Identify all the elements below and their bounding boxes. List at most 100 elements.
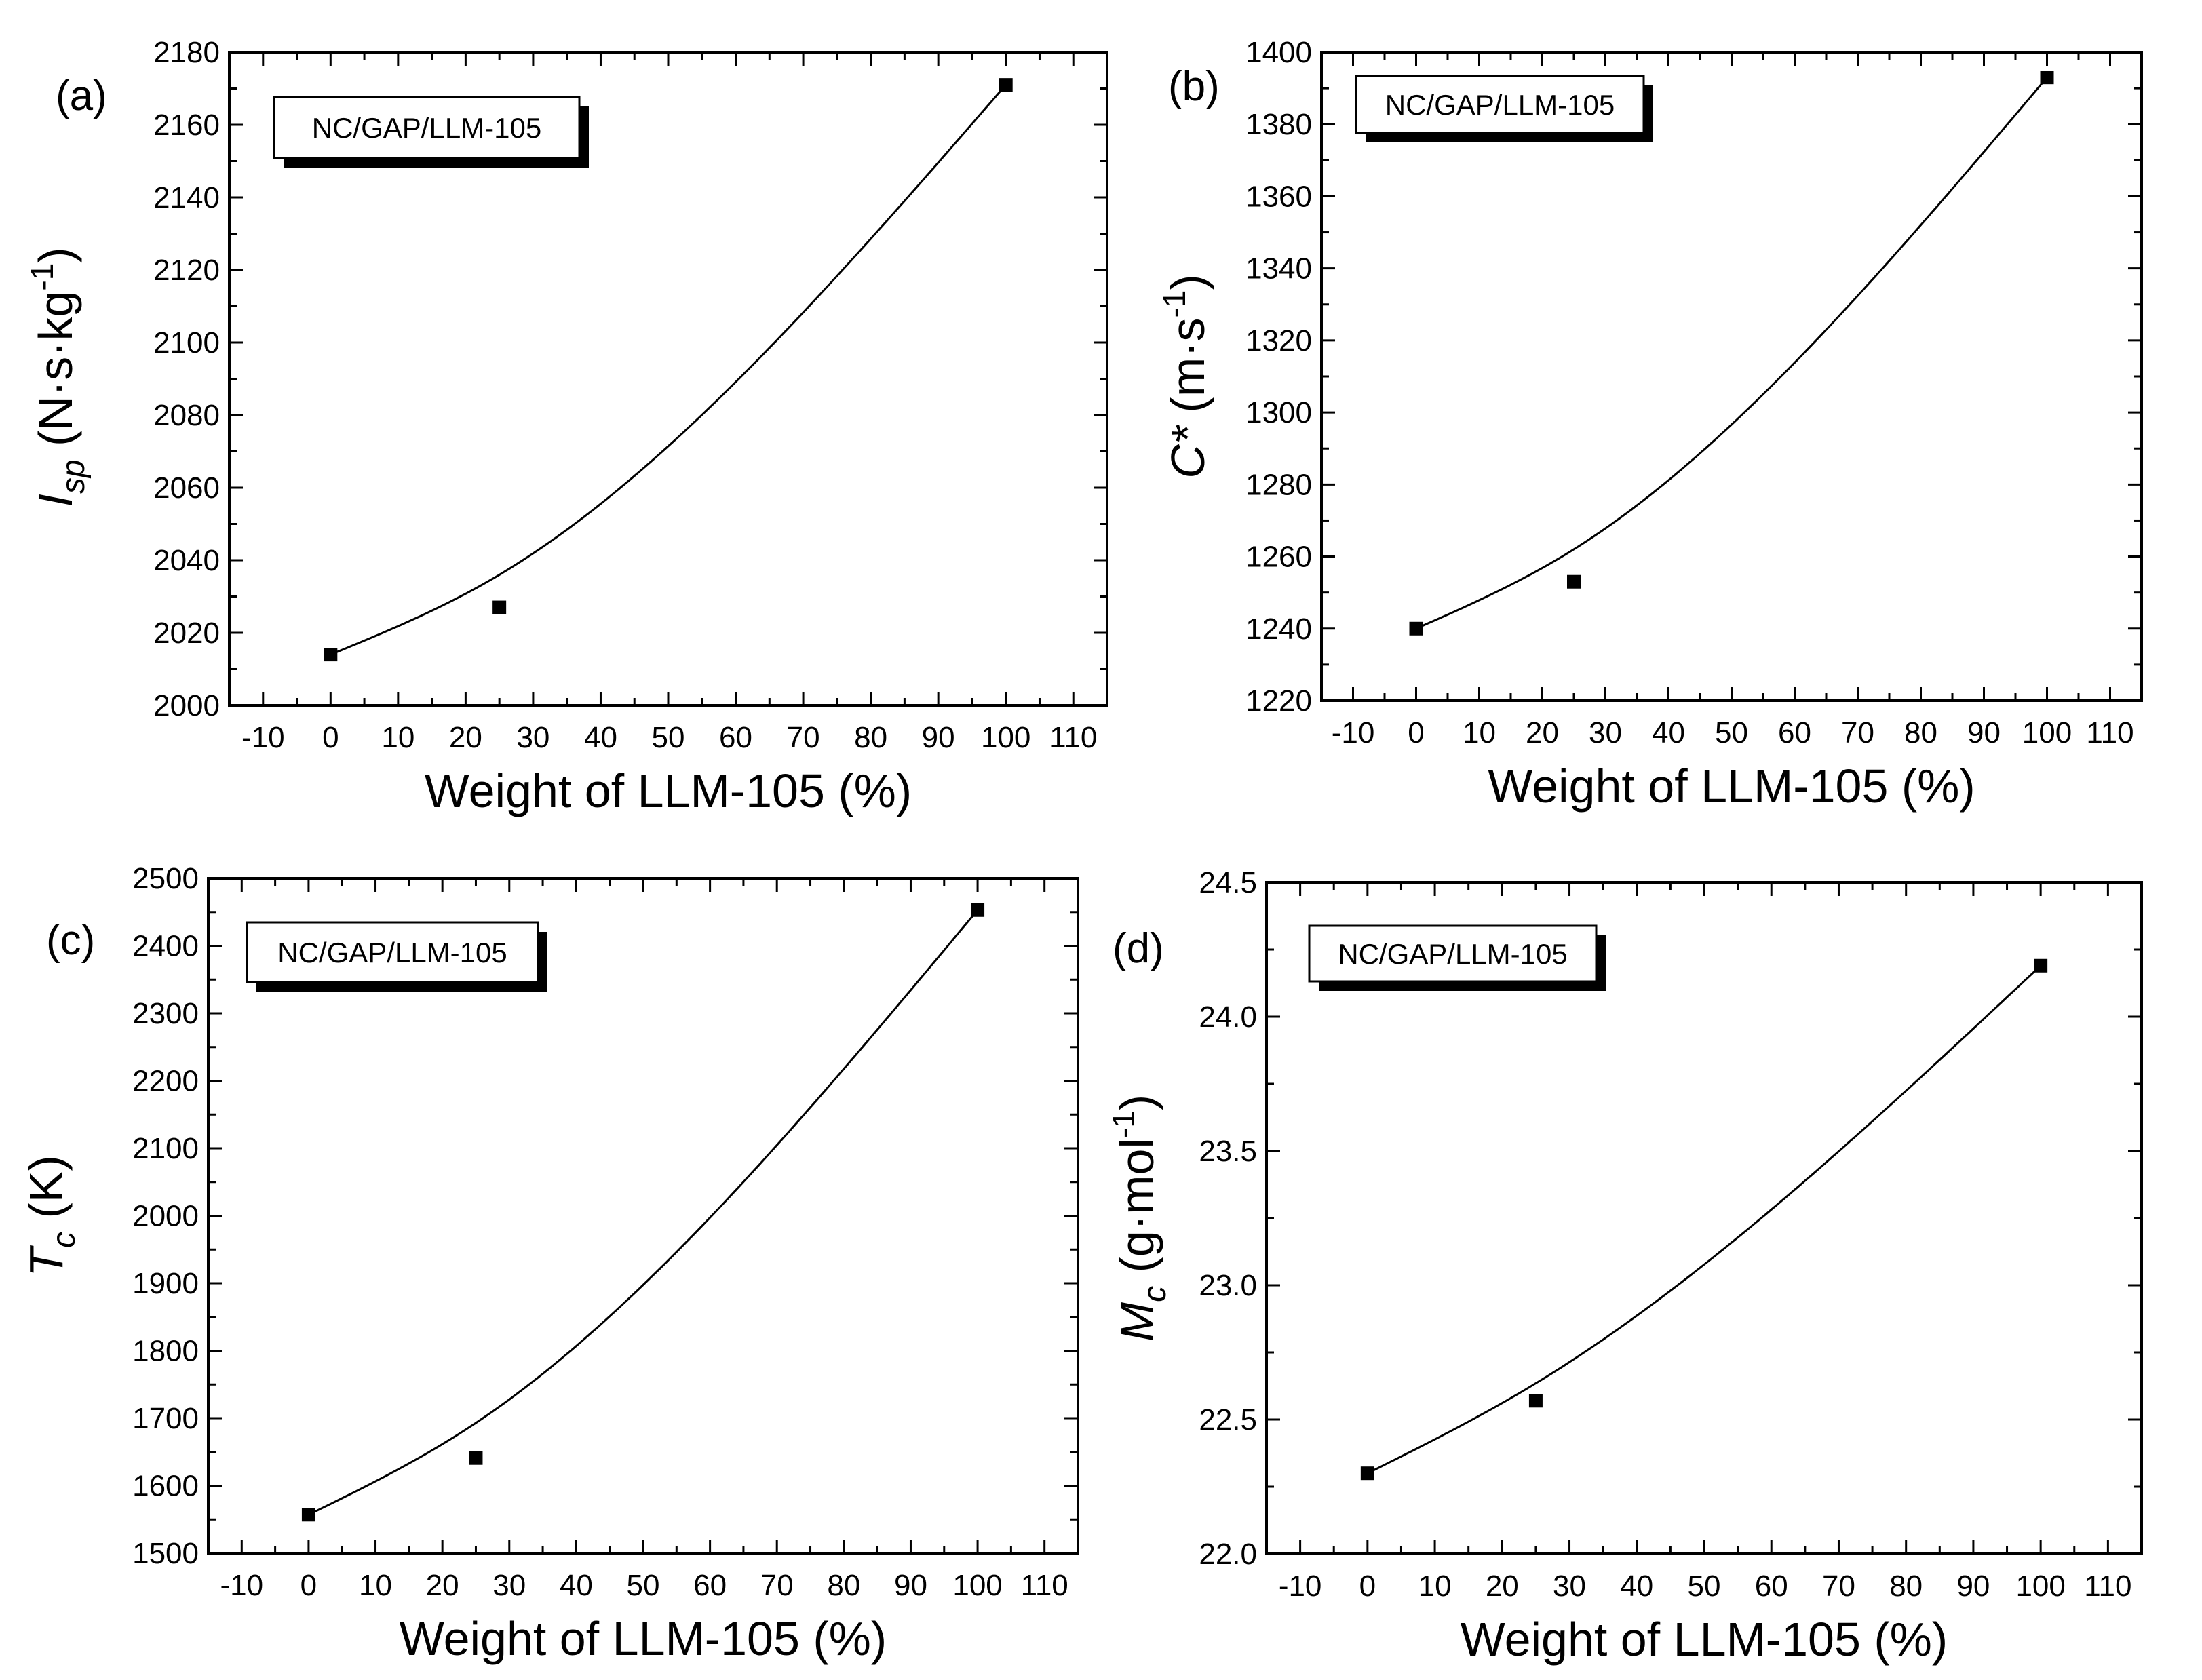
y-tick-label: 1300 — [1245, 396, 1312, 429]
legend-box — [1355, 75, 1645, 134]
plot-frame — [1320, 51, 2143, 702]
y-tick-label: 1800 — [132, 1335, 199, 1368]
y-axis-symbol: M — [1110, 1302, 1163, 1342]
data-point — [971, 903, 985, 917]
y-axis-close: ) — [1110, 1095, 1163, 1110]
x-tick-label: 0 — [1359, 1569, 1376, 1603]
x-tick-label: 10 — [359, 1569, 392, 1602]
x-tick-label: 80 — [1889, 1569, 1923, 1603]
y-axis-subscript: sp — [56, 459, 92, 494]
x-tick-label: 10 — [381, 721, 414, 754]
panel-label: (d) — [1113, 925, 1164, 972]
x-tick-label: 40 — [584, 721, 617, 754]
x-tick-label: 100 — [952, 1569, 1002, 1602]
data-point — [492, 600, 507, 614]
x-tick-label: 80 — [827, 1569, 860, 1602]
y-tick-label: 2300 — [132, 997, 199, 1030]
y-tick-label: 1400 — [1245, 36, 1312, 69]
x-tick-label: 70 — [760, 1569, 794, 1602]
x-tick-label: 110 — [2086, 716, 2133, 749]
y-tick-label: 2100 — [132, 1132, 199, 1165]
x-tick-label: 60 — [1755, 1569, 1788, 1603]
y-axis-superscript: -1 — [24, 263, 60, 291]
y-tick-label: 1280 — [1245, 468, 1312, 501]
data-point — [301, 1508, 315, 1522]
y-tick-label: 1700 — [132, 1402, 199, 1435]
y-axis-close: ) — [29, 247, 82, 262]
x-tick-label: 40 — [1620, 1569, 1653, 1603]
legend-box — [1308, 924, 1598, 983]
x-tick-label: 30 — [492, 1569, 526, 1602]
y-axis-subscript: c — [46, 1232, 82, 1248]
fit-curve — [308, 909, 979, 1516]
panel-label: (a) — [56, 73, 107, 119]
data-point — [999, 78, 1013, 92]
x-axis-title: Weight of LLM-105 (%) — [400, 1612, 887, 1665]
x-tick-label: 0 — [322, 721, 339, 754]
x-tick-label: 110 — [1021, 1569, 1068, 1602]
y-axis-superscript: -1 — [1106, 1110, 1141, 1138]
y-axis-symbol: I — [29, 494, 82, 507]
x-tick-label: 20 — [1526, 716, 1559, 749]
y-tick-label: 1240 — [1245, 612, 1312, 646]
y-tick-label: 2060 — [153, 471, 220, 505]
legend-box — [273, 96, 581, 159]
legend-label: NC/GAP/LLM-105 — [1338, 938, 1567, 970]
y-tick-label: 1320 — [1245, 324, 1312, 357]
x-axis-title: Weight of LLM-105 (%) — [1488, 760, 1975, 813]
x-tick-label: 60 — [693, 1569, 727, 1602]
x-tick-label: 60 — [1778, 716, 1811, 749]
data-point — [1528, 1394, 1543, 1408]
y-axis-title: Mc (g·mol-1) — [1106, 1095, 1173, 1342]
x-tick-label: -10 — [1279, 1569, 1322, 1603]
y-axis-close: ) — [1161, 274, 1214, 290]
y-axis-title: Isp (N·s·kg-1) — [24, 247, 92, 507]
fit-curve — [1367, 964, 2042, 1474]
x-tick-label: 100 — [2015, 1569, 2065, 1603]
data-point — [1409, 621, 1423, 636]
y-tick-label: 23.0 — [1199, 1269, 1257, 1302]
x-tick-label: 70 — [787, 721, 820, 754]
x-tick-label: 80 — [1904, 716, 1937, 749]
y-tick-label: 24.5 — [1199, 866, 1257, 899]
x-tick-label: 40 — [1652, 716, 1685, 749]
y-axis-space — [1161, 412, 1214, 425]
x-tick-label: 70 — [1822, 1569, 1855, 1603]
y-axis-unit: (N·s·kg — [29, 291, 82, 446]
y-tick-label: 1260 — [1245, 541, 1312, 574]
x-tick-label: 100 — [2022, 716, 2072, 749]
panel-label: (c) — [46, 917, 95, 964]
x-tick-label: 30 — [1553, 1569, 1586, 1603]
x-tick-label: 90 — [922, 721, 955, 754]
x-tick-label: 90 — [1956, 1569, 1990, 1603]
y-tick-label: 1380 — [1245, 108, 1312, 141]
x-tick-label: 110 — [1049, 721, 1097, 754]
x-tick-label: 50 — [1688, 1569, 1721, 1603]
data-point — [469, 1451, 483, 1465]
x-tick-label: 100 — [981, 721, 1030, 754]
y-tick-label: 1500 — [132, 1537, 199, 1570]
y-tick-label: 24.0 — [1199, 1000, 1257, 1034]
x-tick-label: 50 — [652, 721, 685, 754]
legend-label: NC/GAP/LLM-105 — [312, 112, 541, 144]
x-tick-label: 50 — [627, 1569, 660, 1602]
x-tick-label: 80 — [854, 721, 887, 754]
y-tick-label: 1900 — [132, 1267, 199, 1300]
data-point — [2040, 71, 2054, 85]
data-point — [1567, 574, 1581, 589]
y-axis-title: C* (m·s-1) — [1157, 274, 1214, 478]
data-point — [1360, 1466, 1374, 1481]
y-tick-label: 2200 — [132, 1065, 199, 1098]
y-tick-label: 1600 — [132, 1470, 199, 1503]
fit-curve — [1415, 77, 2048, 630]
x-tick-label: 0 — [1408, 716, 1424, 749]
y-tick-label: 2000 — [132, 1200, 199, 1233]
y-tick-label: 2000 — [153, 689, 220, 722]
y-tick-label: 2100 — [153, 326, 220, 359]
x-tick-label: -10 — [220, 1569, 264, 1602]
x-tick-label: 10 — [1463, 716, 1496, 749]
y-axis-space — [29, 446, 82, 459]
x-tick-label: 90 — [894, 1569, 927, 1602]
y-tick-label: 1360 — [1245, 180, 1312, 213]
